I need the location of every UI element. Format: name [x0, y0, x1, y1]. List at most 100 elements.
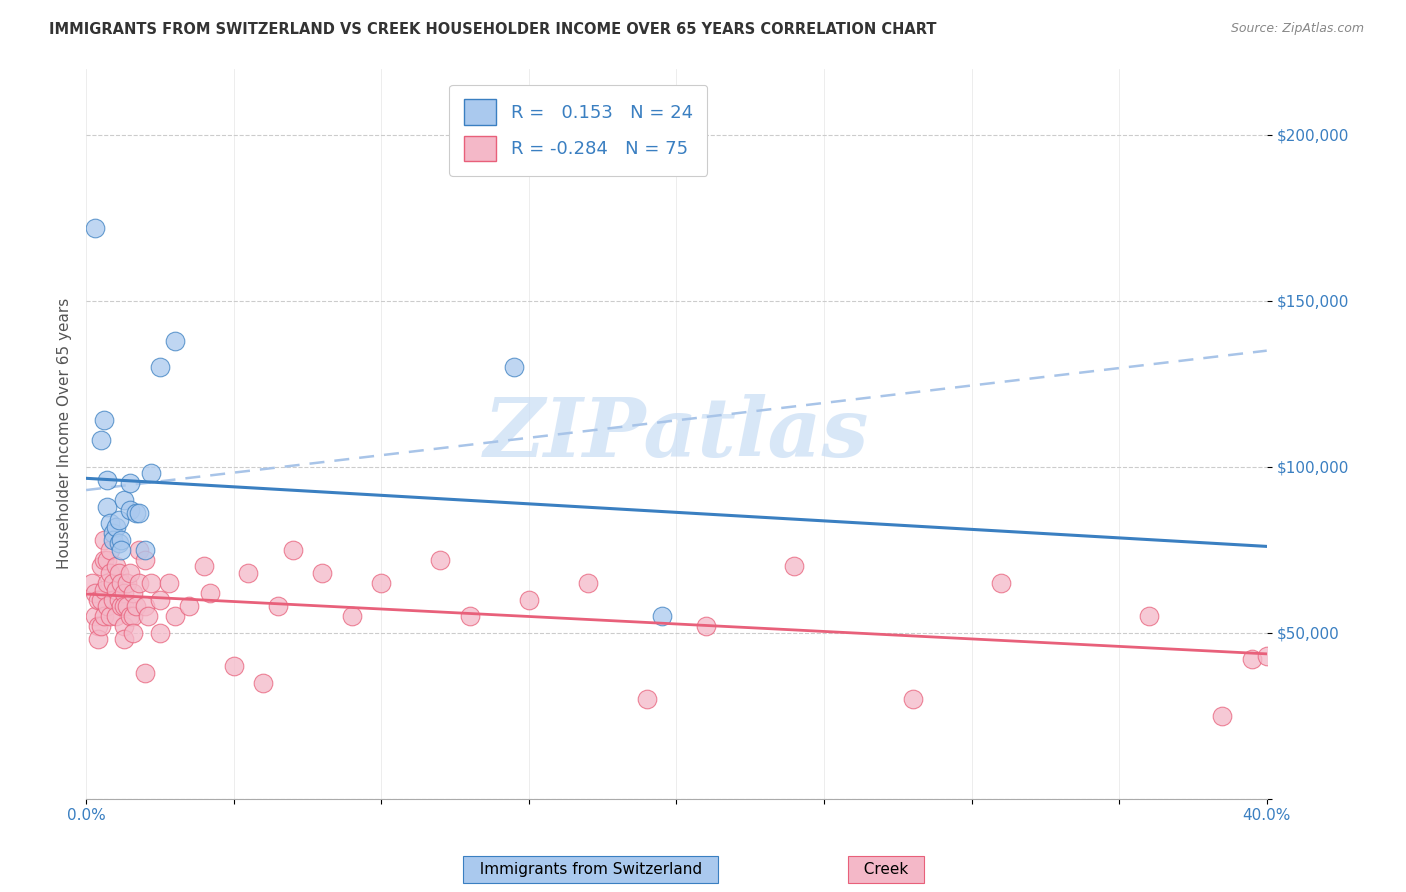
Point — [90, 434, 112, 448]
Point — [93, 533, 115, 547]
Point — [163, 609, 186, 624]
Point — [96, 599, 118, 614]
Point — [149, 625, 172, 640]
Point — [179, 599, 201, 614]
Point — [107, 592, 129, 607]
Legend: R =   0.153   N = 24, R = -0.284   N = 75: R = 0.153 N = 24, R = -0.284 N = 75 — [450, 85, 707, 176]
Point — [238, 566, 260, 580]
Point — [458, 609, 481, 624]
Point — [120, 476, 142, 491]
Point — [695, 619, 717, 633]
Point — [1211, 708, 1233, 723]
Point — [120, 566, 142, 580]
Point — [93, 553, 115, 567]
Point — [120, 503, 142, 517]
Point — [429, 553, 451, 567]
Point — [120, 609, 142, 624]
Point — [122, 609, 145, 624]
Point — [107, 513, 129, 527]
Point — [267, 599, 290, 614]
Point — [370, 576, 392, 591]
Point — [651, 609, 673, 624]
Point — [193, 559, 215, 574]
Point — [157, 576, 180, 591]
Point — [1240, 652, 1263, 666]
Point — [104, 582, 127, 597]
Point — [117, 599, 139, 614]
Point — [107, 566, 129, 580]
Point — [114, 599, 136, 614]
Point — [311, 566, 333, 580]
Point — [163, 334, 186, 348]
Text: IMMIGRANTS FROM SWITZERLAND VS CREEK HOUSEHOLDER INCOME OVER 65 YEARS CORRELATIO: IMMIGRANTS FROM SWITZERLAND VS CREEK HOU… — [49, 22, 936, 37]
Point — [901, 692, 924, 706]
Point — [96, 500, 118, 514]
Point — [503, 360, 526, 375]
Point — [134, 542, 156, 557]
Point — [96, 553, 118, 567]
Point — [96, 473, 118, 487]
Point — [122, 625, 145, 640]
Point — [117, 576, 139, 591]
Point — [93, 609, 115, 624]
Point — [104, 519, 127, 533]
Y-axis label: Householder Income Over 65 years: Householder Income Over 65 years — [58, 298, 72, 569]
Point — [101, 592, 124, 607]
Point — [125, 506, 148, 520]
Point — [198, 586, 221, 600]
Point — [114, 493, 136, 508]
Point — [98, 542, 121, 557]
Point — [139, 467, 162, 481]
Point — [104, 609, 127, 624]
Point — [101, 533, 124, 547]
Point — [134, 665, 156, 680]
Point — [87, 619, 110, 633]
Point — [110, 599, 132, 614]
Point — [80, 576, 103, 591]
Point — [128, 542, 150, 557]
Text: Creek: Creek — [853, 863, 918, 877]
Point — [110, 533, 132, 547]
Point — [98, 566, 121, 580]
Point — [340, 609, 363, 624]
Point — [84, 609, 107, 624]
Point — [149, 592, 172, 607]
Point — [90, 619, 112, 633]
Point — [128, 576, 150, 591]
Point — [636, 692, 658, 706]
Point — [98, 609, 121, 624]
Point — [222, 659, 245, 673]
Point — [114, 632, 136, 647]
Text: Immigrants from Switzerland: Immigrants from Switzerland — [470, 863, 711, 877]
Point — [136, 609, 159, 624]
Point — [517, 592, 540, 607]
Point — [134, 553, 156, 567]
Point — [101, 576, 124, 591]
Point — [125, 599, 148, 614]
Point — [98, 516, 121, 531]
Point — [96, 576, 118, 591]
Point — [128, 506, 150, 520]
Point — [114, 619, 136, 633]
Point — [87, 592, 110, 607]
Point — [281, 542, 304, 557]
Point — [87, 632, 110, 647]
Point — [252, 675, 274, 690]
Point — [990, 576, 1012, 591]
Point — [134, 599, 156, 614]
Point — [1256, 648, 1278, 663]
Point — [93, 413, 115, 427]
Text: ZIPatlas: ZIPatlas — [484, 393, 869, 474]
Point — [107, 536, 129, 550]
Point — [576, 576, 599, 591]
Point — [90, 592, 112, 607]
Point — [149, 360, 172, 375]
Point — [84, 220, 107, 235]
Point — [114, 586, 136, 600]
Point — [84, 586, 107, 600]
Point — [101, 526, 124, 541]
Point — [104, 559, 127, 574]
Point — [110, 542, 132, 557]
Point — [783, 559, 806, 574]
Text: Source: ZipAtlas.com: Source: ZipAtlas.com — [1230, 22, 1364, 36]
